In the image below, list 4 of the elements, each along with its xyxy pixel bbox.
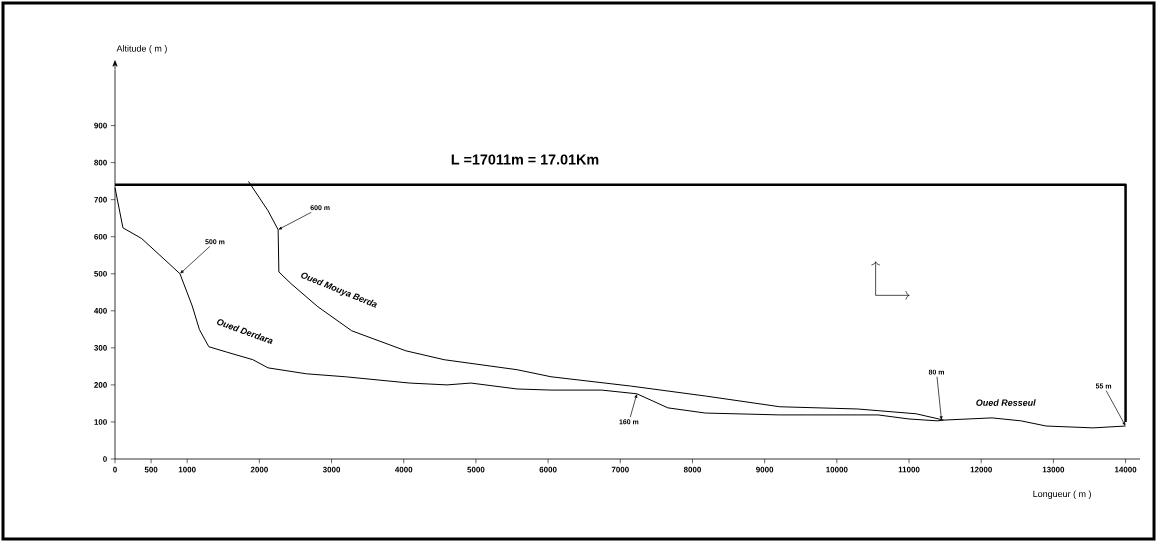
x-axis-title: Longueur ( m ) [1033,490,1091,499]
y-axis-title: Altitude ( m ) [116,45,167,54]
annotation: Oued Resseul [976,399,1036,406]
annotation: L =17011m = 17.01Km [451,154,599,165]
